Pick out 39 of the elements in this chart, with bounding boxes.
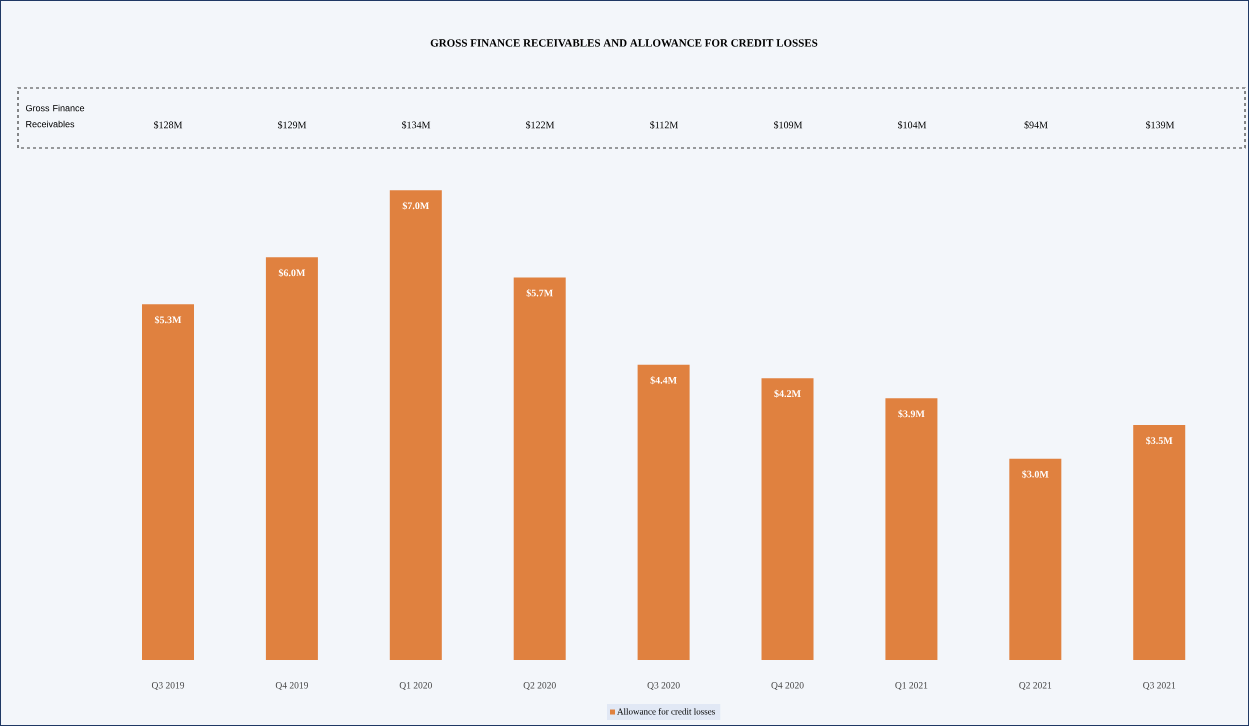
x-tick-label: Q2 2021: [1019, 682, 1052, 690]
data-label: $5.7M: [526, 289, 553, 298]
bar: [513, 277, 566, 660]
text: $94M: [1024, 120, 1048, 129]
data-label: $4.2M: [774, 389, 801, 398]
text: $134M: [401, 120, 431, 129]
x-tick-label: Q3 2020: [647, 682, 680, 690]
x-tick-label: Q2 2020: [523, 682, 556, 690]
bar: [265, 257, 318, 660]
data-label: $6.0M: [278, 268, 306, 277]
legend-label: Allowance for credit losses: [617, 708, 715, 715]
bar: [1133, 425, 1186, 660]
text: Gross Finance Receivables: [25, 104, 85, 128]
bar: [389, 190, 442, 660]
data-label: $3.9M: [898, 409, 925, 418]
chart-title: GROSS FINANCE RECEIVABLES AND ALLOWANCE FOR CREDIT LOSSES: [430, 39, 818, 47]
bar: [637, 364, 690, 660]
data-label: $4.4M: [650, 376, 677, 385]
x-tick-label: Q3 2019: [151, 682, 185, 690]
text: $112M: [650, 120, 678, 129]
text: $104M: [897, 120, 927, 129]
x-tick-label: Q1 2021: [895, 682, 928, 690]
text: $139M: [1145, 120, 1175, 129]
x-tick-label: Q1 2020: [399, 682, 432, 690]
x-tick-label: Q3 2021: [1143, 682, 1176, 690]
x-tick-label: Q4 2020: [771, 682, 804, 690]
text: $122M: [525, 120, 555, 129]
data-label: $5.3M: [154, 315, 182, 324]
text: $109M: [773, 120, 803, 129]
text: $128M: [153, 120, 183, 129]
data-label: $3.0M: [1022, 470, 1049, 479]
data-label: $7.0M: [402, 201, 429, 210]
bar: [885, 398, 938, 660]
x-tick-label: Q4 2019: [275, 682, 308, 690]
text: $129M: [277, 120, 307, 129]
bar: [1009, 458, 1062, 660]
bar: [761, 378, 814, 660]
bar: [142, 304, 195, 660]
data-label: $3.5M: [1146, 436, 1173, 445]
